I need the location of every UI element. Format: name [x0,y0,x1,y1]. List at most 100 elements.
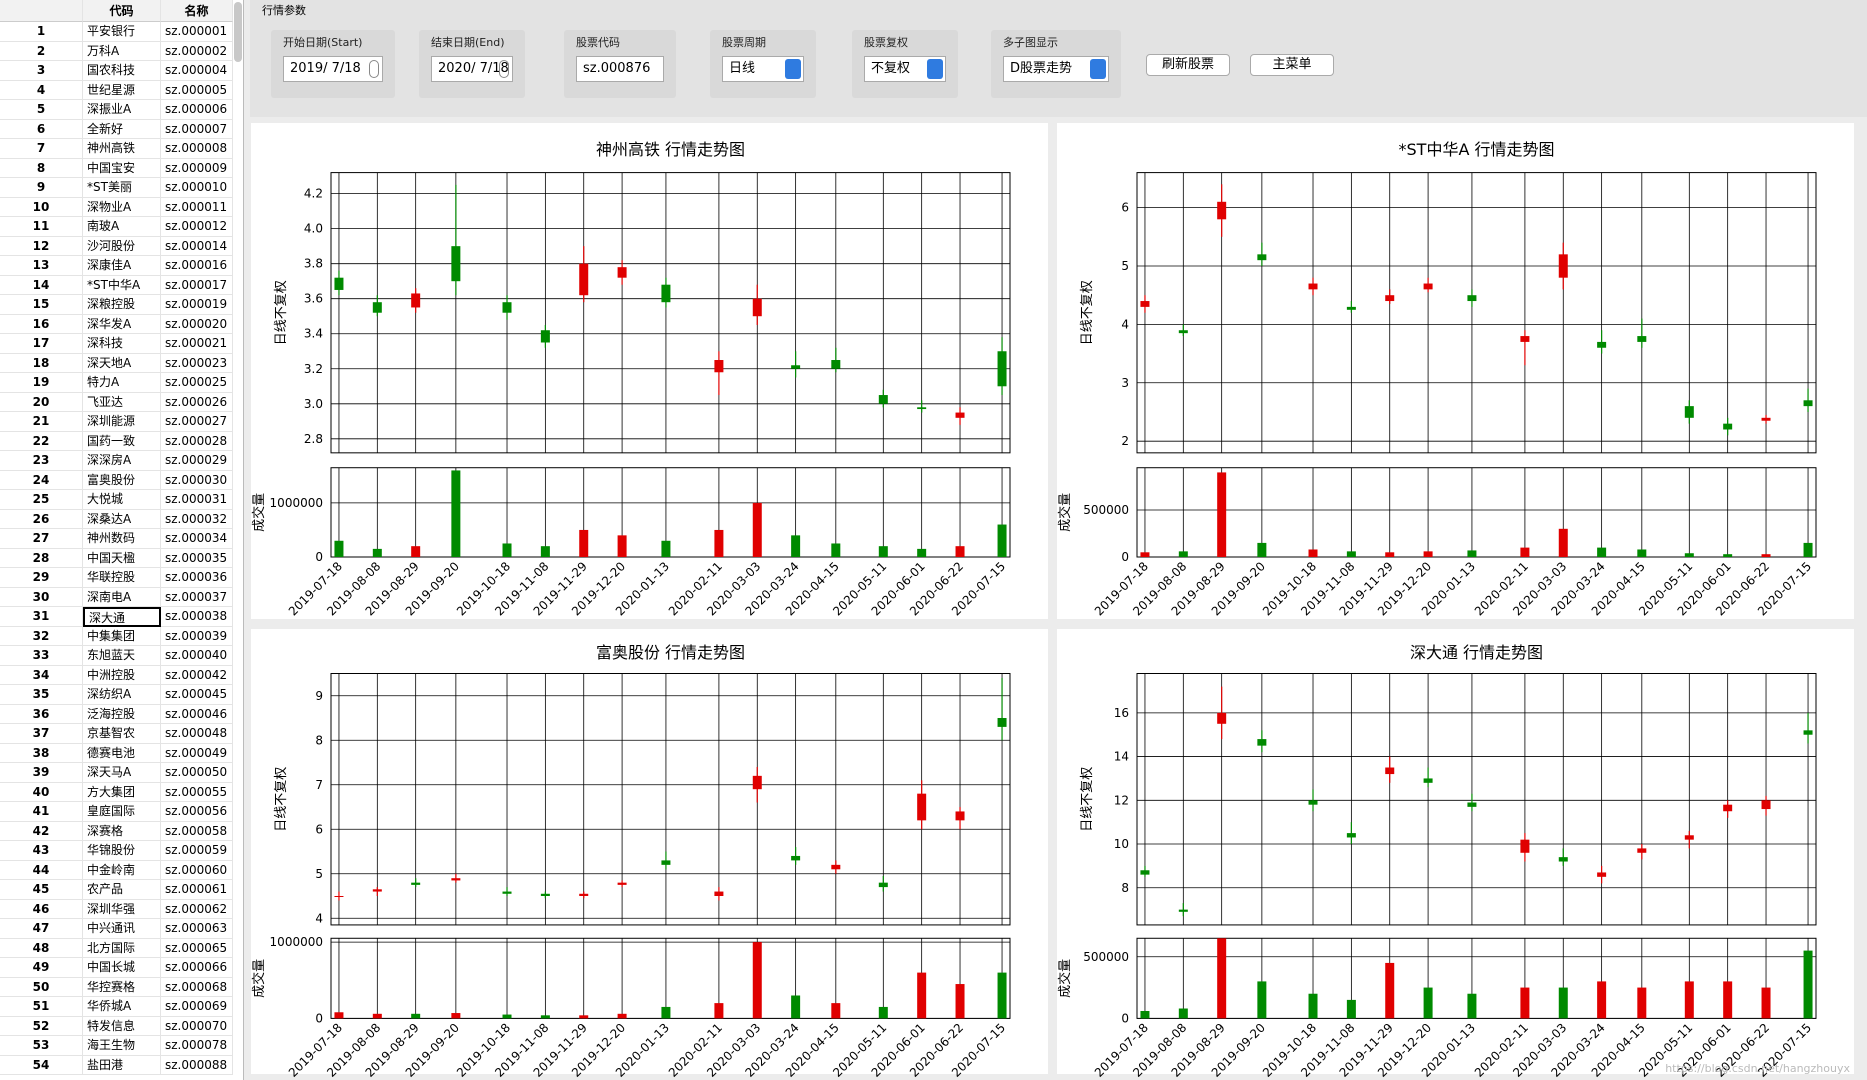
stock-name[interactable]: 深深房A [83,451,161,471]
stock-name[interactable]: 深圳华强 [83,899,161,919]
stock-name[interactable]: 北方国际 [83,938,161,958]
stock-code[interactable]: sz.000050 [161,763,233,783]
stock-code[interactable]: sz.000049 [161,743,233,763]
button[interactable]: 刷新股票 [1146,54,1230,76]
stock-name[interactable]: 中国长城 [83,958,161,978]
stock-name[interactable]: 国农科技 [83,61,161,81]
stock-code[interactable]: sz.000037 [161,587,233,607]
stock-code[interactable]: sz.000032 [161,509,233,529]
stock-name[interactable]: 盐田港 [83,1055,161,1075]
stock-code[interactable]: sz.000017 [161,275,233,295]
stock-code[interactable]: sz.000048 [161,724,233,744]
stock-code[interactable]: sz.000026 [161,392,233,412]
stock-name[interactable]: 京基智农 [83,724,161,744]
stock-code[interactable]: sz.000004 [161,61,233,81]
stock-name[interactable]: 方大集团 [83,782,161,802]
stock-code[interactable]: sz.000001 [161,22,233,42]
stock-name[interactable]: 万科A [83,41,161,61]
stock-code[interactable]: sz.000078 [161,1036,233,1056]
stock-name[interactable]: 全新好 [83,119,161,139]
stock-name[interactable]: 华侨城A [83,997,161,1017]
stock-name[interactable]: 沙河股份 [83,236,161,256]
stock-code[interactable]: sz.000020 [161,314,233,334]
stock-code[interactable]: sz.000055 [161,782,233,802]
stock-name[interactable]: 神州数码 [83,529,161,549]
stock-code[interactable]: sz.000029 [161,451,233,471]
stock-name[interactable]: 特发信息 [83,1016,161,1036]
stock-name[interactable]: 神州高铁 [83,139,161,159]
button[interactable]: 主菜单 [1250,54,1334,76]
stock-code[interactable]: sz.000068 [161,977,233,997]
stock-name[interactable]: 深粮控股 [83,295,161,315]
stock-code[interactable]: sz.000030 [161,470,233,490]
stock-name[interactable]: 海王生物 [83,1036,161,1056]
date-input[interactable]: 2020/ 7/18 [431,56,513,82]
stock-code[interactable]: sz.000007 [161,119,233,139]
stock-code[interactable]: sz.000046 [161,704,233,724]
stock-code[interactable]: sz.000059 [161,841,233,861]
stock-code[interactable]: sz.000021 [161,334,233,354]
stock-name[interactable]: 华联控股 [83,568,161,588]
stock-name[interactable]: 东旭蓝天 [83,646,161,666]
date-input[interactable]: 2019/ 7/18 [283,56,383,82]
stock-code[interactable]: sz.000005 [161,80,233,100]
stock-name[interactable]: 深物业A [83,197,161,217]
stock-name[interactable]: 深天马A [83,763,161,783]
stock-code[interactable]: sz.000008 [161,139,233,159]
stock-name[interactable]: 中国天楹 [83,548,161,568]
stock-code[interactable]: sz.000062 [161,899,233,919]
stock-name[interactable]: 深科技 [83,334,161,354]
stock-code[interactable]: sz.000061 [161,880,233,900]
select-input[interactable]: D股票走势 [1003,56,1109,82]
stock-name[interactable]: 深大通 [83,607,161,627]
stock-code[interactable]: sz.000069 [161,997,233,1017]
stock-code[interactable]: sz.000045 [161,685,233,705]
stock-code[interactable]: sz.000039 [161,626,233,646]
stock-code[interactable]: sz.000066 [161,958,233,978]
stock-code[interactable]: sz.000023 [161,353,233,373]
stock-code[interactable]: sz.000009 [161,158,233,178]
stock-code[interactable]: sz.000035 [161,548,233,568]
stock-name[interactable]: 泛海控股 [83,704,161,724]
stock-name[interactable]: 华控赛格 [83,977,161,997]
stock-code[interactable]: sz.000042 [161,665,233,685]
stock-code[interactable]: sz.000036 [161,568,233,588]
stock-name[interactable]: 中集集团 [83,626,161,646]
text-input[interactable]: sz.000876 [576,56,664,82]
stock-code[interactable]: sz.000060 [161,860,233,880]
stock-name[interactable]: 富奥股份 [83,470,161,490]
stock-name[interactable]: 深振业A [83,100,161,120]
stock-code[interactable]: sz.000010 [161,178,233,198]
stock-name[interactable]: 华锦股份 [83,841,161,861]
stock-code[interactable]: sz.000063 [161,919,233,939]
stock-code[interactable]: sz.000031 [161,490,233,510]
stock-code[interactable]: sz.000070 [161,1016,233,1036]
stock-name[interactable]: 深纺织A [83,685,161,705]
stock-code[interactable]: sz.000034 [161,529,233,549]
stock-name[interactable]: 平安银行 [83,22,161,42]
stock-name[interactable]: 大悦城 [83,490,161,510]
stock-code[interactable]: sz.000014 [161,236,233,256]
stock-name[interactable]: 深赛格 [83,821,161,841]
stock-name[interactable]: 深南电A [83,587,161,607]
stock-name[interactable]: 飞亚达 [83,392,161,412]
select-input[interactable]: 不复权 [864,56,946,82]
stock-code[interactable]: sz.000002 [161,41,233,61]
stock-name[interactable]: 特力A [83,373,161,393]
stock-name[interactable]: 南玻A [83,217,161,237]
stock-code[interactable]: sz.000058 [161,821,233,841]
stock-name[interactable]: 深圳能源 [83,412,161,432]
stock-code[interactable]: sz.000019 [161,295,233,315]
stock-code[interactable]: sz.000012 [161,217,233,237]
stock-name[interactable]: *ST美丽 [83,178,161,198]
stock-name[interactable]: 深桑达A [83,509,161,529]
stock-name[interactable]: 深天地A [83,353,161,373]
stock-name[interactable]: 农产品 [83,880,161,900]
stock-name[interactable]: 德赛电池 [83,743,161,763]
stock-name[interactable]: 深康佳A [83,256,161,276]
stock-name[interactable]: 世纪星源 [83,80,161,100]
stock-code[interactable]: sz.000027 [161,412,233,432]
stock-name[interactable]: 国药一致 [83,431,161,451]
stock-code[interactable]: sz.000065 [161,938,233,958]
stock-name[interactable]: *ST中华A [83,275,161,295]
